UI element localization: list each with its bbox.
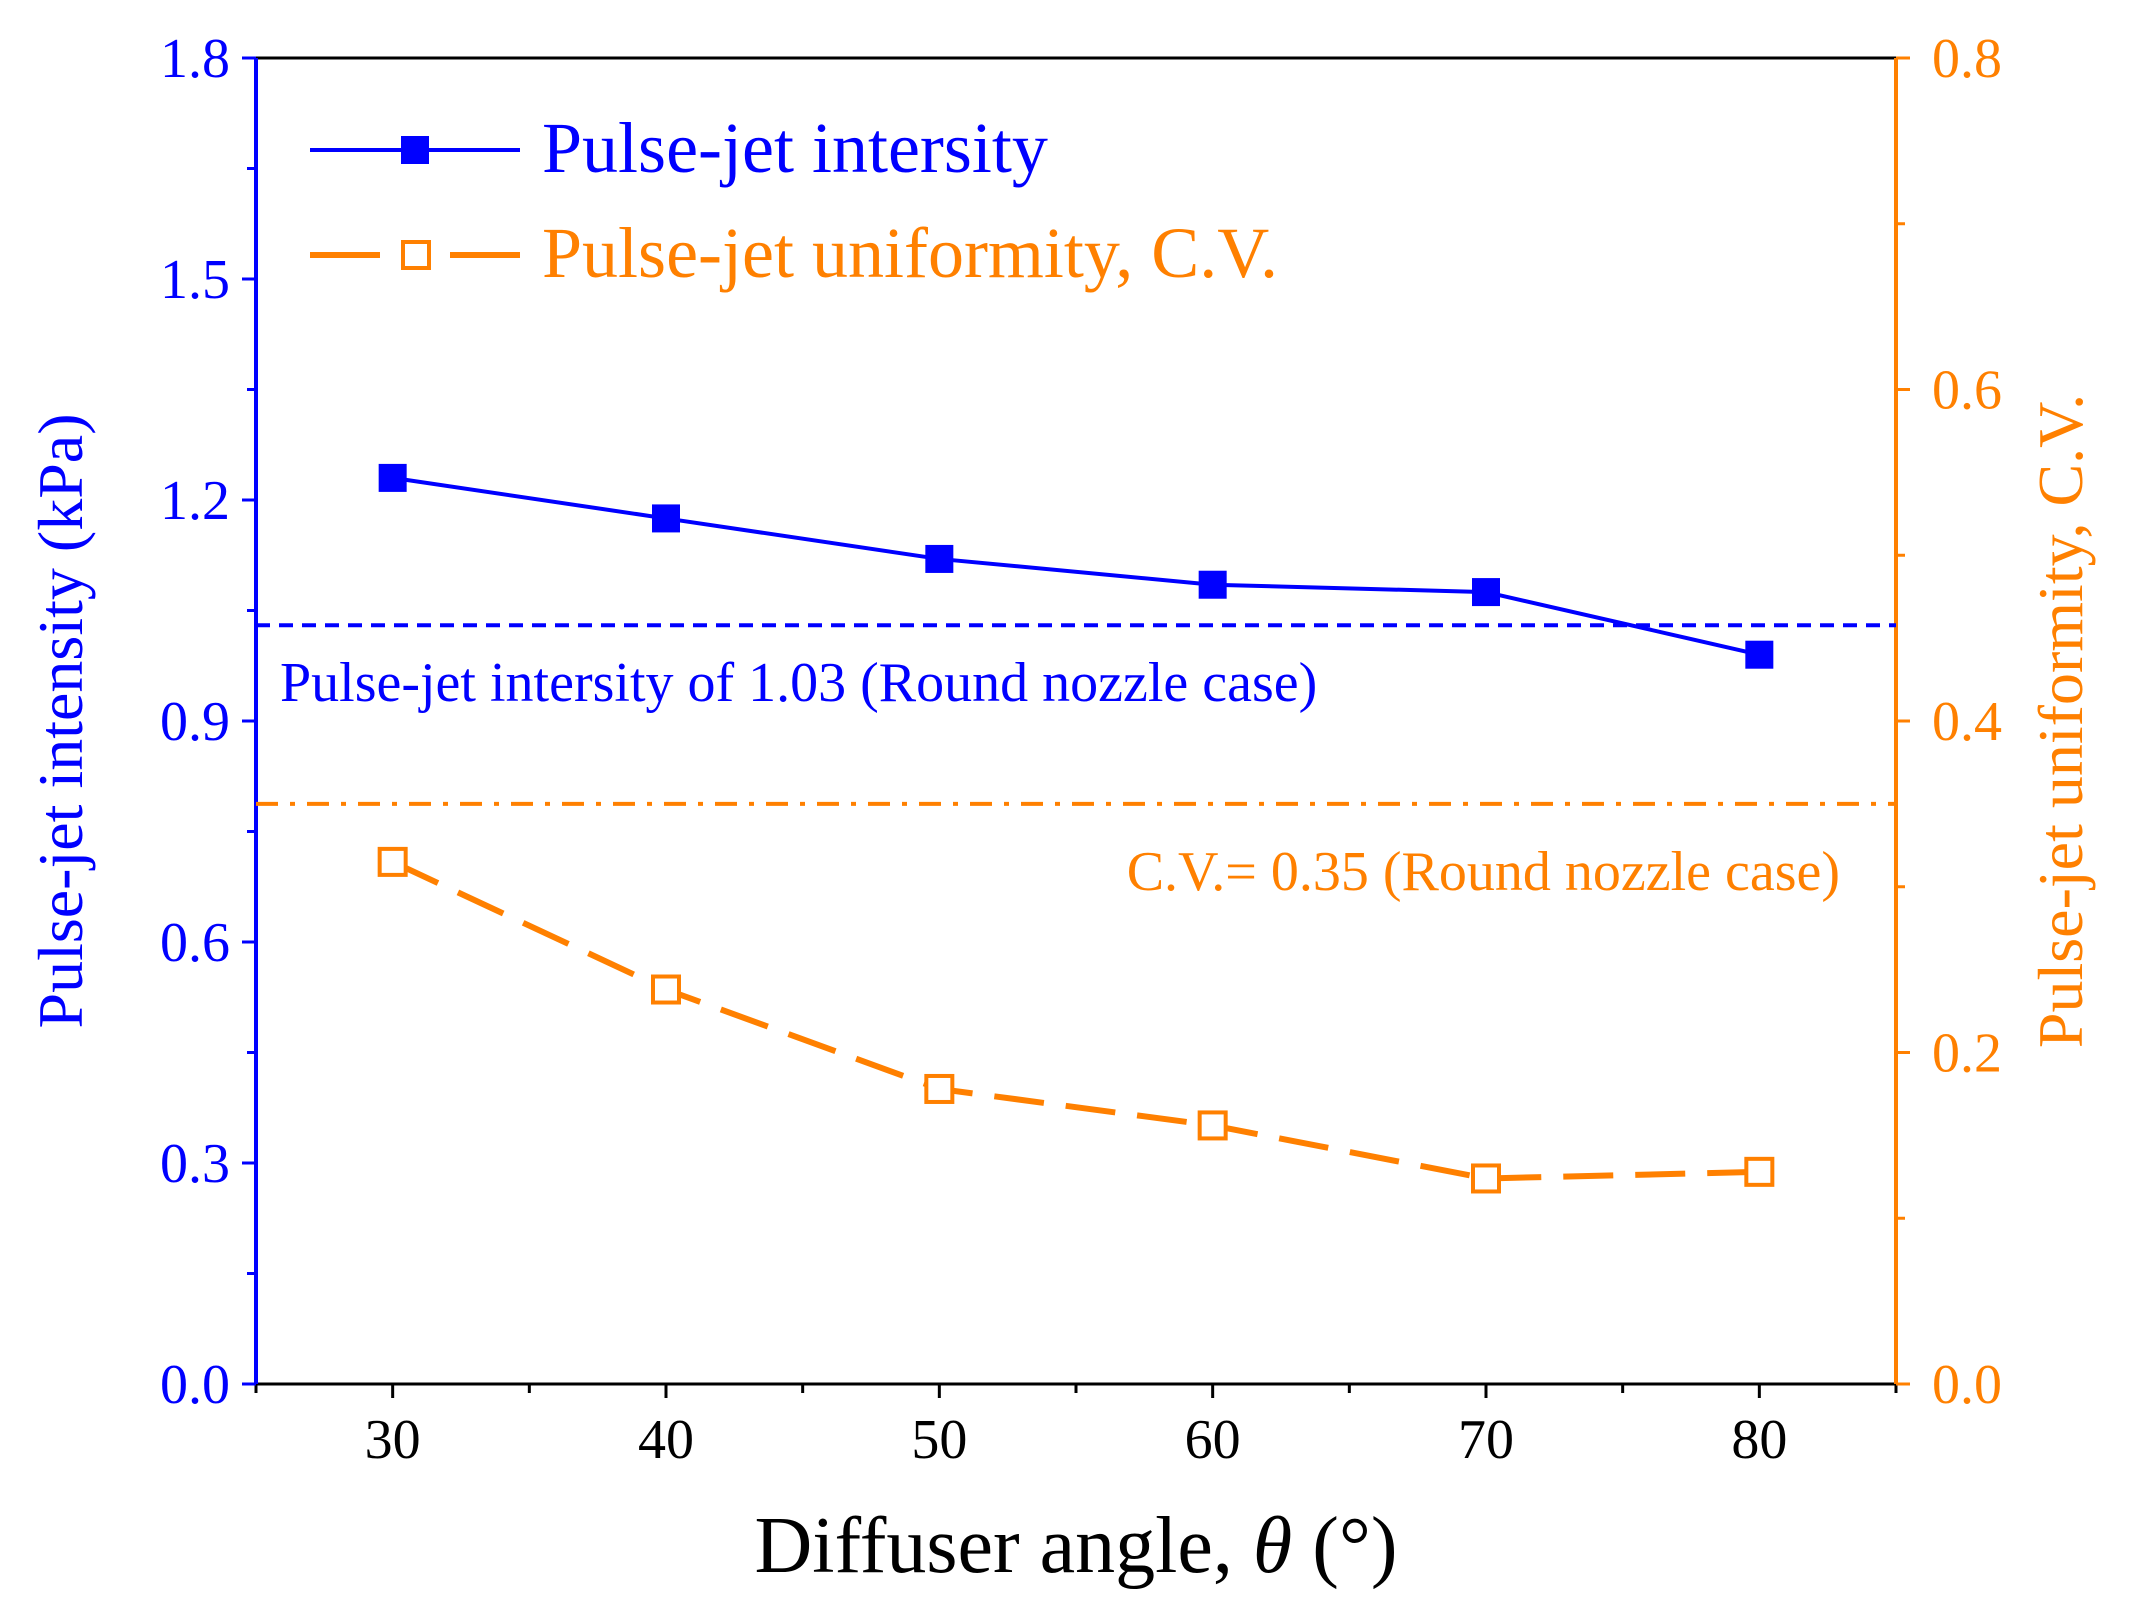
right-y-tick-label: 0.4 [1932, 691, 2002, 753]
right-y-tick-label: 0.2 [1932, 1023, 2002, 1085]
right-y-tick-label: 0.8 [1932, 28, 2002, 90]
data-point-uniformity [1471, 1163, 1501, 1194]
x-tick-label: 50 [911, 1409, 967, 1471]
reference-line-label: C.V.= 0.35 (Round nozzle case) [1127, 841, 1840, 903]
x-axis-label-text: Diffuser angle, [755, 1502, 1253, 1590]
left-y-tick-label: 1.5 [160, 249, 230, 311]
legend-label: Pulse-jet intersity [542, 108, 1048, 188]
data-point-intensity [652, 504, 680, 533]
x-tick-label: 40 [638, 1409, 694, 1471]
left-y-axis-label: Pulse-jet intensity (kPa) [25, 413, 96, 1028]
x-tick-label: 60 [1185, 1409, 1241, 1471]
x-tick-label: 30 [365, 1409, 421, 1471]
right-y-tick-label: 0.6 [1932, 360, 2002, 422]
data-point-uniformity [651, 974, 681, 1005]
reference-line-label: Pulse-jet intersity of 1.03 (Round nozzl… [280, 652, 1317, 714]
data-point-intensity [378, 463, 407, 492]
x-axis-label: Diffuser angle, θ (°) [755, 1502, 1398, 1590]
left-y-tick-label: 0.0 [160, 1354, 230, 1416]
left-y-tick-label: 1.8 [160, 28, 230, 90]
legend-label: Pulse-jet uniformity, C.V. [542, 213, 1278, 293]
left-y-tick-label: 1.2 [160, 470, 230, 532]
x-tick-label: 70 [1458, 1409, 1514, 1471]
legend-marker [401, 240, 431, 270]
data-point-uniformity [1197, 1110, 1228, 1141]
data-point-uniformity [924, 1073, 955, 1104]
series-line-1 [391, 859, 1760, 1182]
data-point-uniformity [1744, 1156, 1775, 1187]
left-y-tick-label: 0.9 [160, 691, 230, 753]
data-point-intensity [1472, 578, 1500, 607]
x-axis-label-unit: (°) [1292, 1502, 1397, 1590]
data-point-uniformity [377, 846, 408, 877]
data-point-intensity [1198, 570, 1227, 599]
right-y-tick-label: 0.0 [1932, 1354, 2002, 1416]
x-tick-label: 80 [1731, 1409, 1787, 1471]
data-point-intensity [1745, 640, 1774, 669]
legend-marker [401, 136, 429, 164]
right-y-axis-label: Pulse-jet uniformity, C.V. [2025, 394, 2096, 1048]
x-axis-label-symbol: θ [1253, 1502, 1292, 1590]
series-line-0 [392, 475, 1760, 657]
data-point-intensity [925, 544, 954, 573]
left-y-tick-label: 0.6 [160, 912, 230, 974]
left-y-tick-label: 0.3 [160, 1133, 230, 1195]
